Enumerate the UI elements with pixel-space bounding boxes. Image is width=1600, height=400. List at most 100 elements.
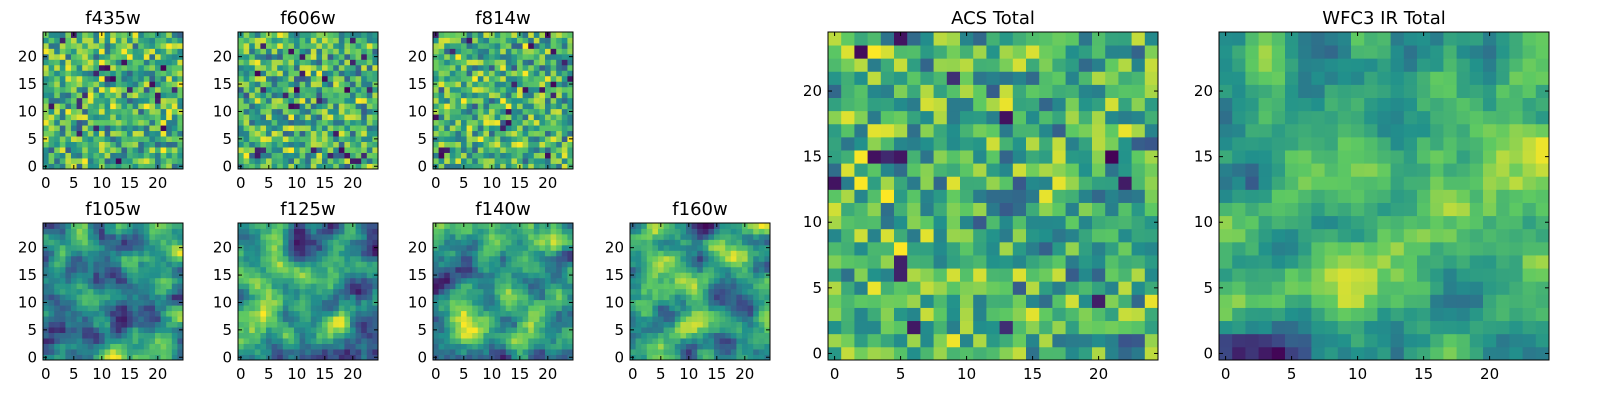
- heatmap-cell: [725, 310, 732, 317]
- heatmap-cell: [730, 277, 737, 284]
- heatmap-cell: [489, 233, 495, 240]
- heatmap-cell: [149, 327, 156, 333]
- heatmap-cell: [630, 338, 636, 344]
- heatmap-cell: [333, 272, 340, 279]
- heatmap-cell: [641, 266, 648, 273]
- heatmap-cell: [338, 305, 345, 312]
- heatmap-cell: [641, 321, 648, 328]
- heatmap-cell: [1118, 176, 1132, 190]
- heatmap-cell: [697, 261, 704, 268]
- heatmap-cell: [87, 53, 94, 60]
- heatmap-cell: [166, 158, 173, 164]
- heatmap-cell: [652, 321, 659, 328]
- heatmap-cell: [266, 42, 272, 49]
- heatmap-cell: [466, 42, 473, 49]
- heatmap-cell: [461, 64, 467, 71]
- heatmap-cell: [99, 81, 105, 88]
- heatmap-cell: [742, 277, 748, 284]
- heatmap-cell: [266, 272, 272, 279]
- heatmap-cell: [366, 152, 373, 159]
- heatmap-cell: [99, 349, 105, 355]
- heatmap-cell: [550, 250, 557, 257]
- heatmap-cell: [652, 239, 659, 246]
- heatmap-cell: [719, 255, 726, 262]
- heatmap-cell: [288, 305, 295, 312]
- heatmap-cell: [697, 310, 704, 317]
- heatmap-cell: [449, 158, 456, 164]
- heatmap-cell: [104, 288, 111, 295]
- heatmap-cell: [59, 266, 66, 273]
- heatmap-cell: [753, 338, 760, 344]
- heatmap-cell: [725, 343, 732, 350]
- heatmap-cell: [444, 349, 451, 355]
- heatmap-cell: [294, 305, 300, 312]
- heatmap-cell: [702, 266, 709, 273]
- heatmap-cell: [361, 321, 368, 328]
- heatmap-cell: [271, 59, 278, 66]
- heatmap-cell: [652, 327, 659, 333]
- heatmap-cell: [71, 92, 77, 99]
- heatmap-cell: [271, 163, 278, 170]
- heatmap-cell: [65, 136, 72, 142]
- heatmap-cell: [115, 42, 122, 49]
- heatmap-cell: [1039, 215, 1053, 230]
- heatmap-cell: [299, 53, 306, 60]
- heatmap-cell: [59, 64, 66, 71]
- heatmap-cell: [249, 239, 256, 246]
- heatmap-cell: [294, 97, 300, 104]
- heatmap-cell: [149, 349, 156, 355]
- heatmap-cell: [702, 310, 709, 317]
- heatmap-cell: [483, 163, 490, 170]
- heatmap-cell: [48, 92, 55, 99]
- heatmap-cell: [483, 64, 490, 71]
- heatmap-cell: [277, 349, 284, 355]
- heatmap-cell: [121, 59, 128, 66]
- heatmap-cell: [372, 233, 379, 240]
- heatmap-cell: [444, 32, 451, 38]
- heatmap-cell: [344, 239, 351, 246]
- heatmap-cell: [494, 53, 501, 60]
- heatmap-cell: [271, 53, 278, 60]
- heatmap-cell: [444, 48, 451, 55]
- heatmap-cell: [658, 343, 664, 350]
- heatmap-cell: [93, 305, 100, 312]
- heatmap-cell: [841, 346, 855, 361]
- heatmap-cell: [166, 321, 173, 328]
- heatmap-cell: [483, 321, 490, 328]
- heatmap-cell: [461, 277, 467, 284]
- heatmap-cell: [305, 59, 312, 66]
- heatmap-cell: [149, 53, 156, 60]
- heatmap-cell: [48, 223, 55, 229]
- heatmap-cell: [149, 152, 156, 159]
- heatmap-cell: [338, 42, 345, 49]
- heatmap-cell: [455, 277, 462, 284]
- heatmap-cell: [438, 59, 445, 66]
- heatmap-cell: [556, 316, 563, 323]
- heatmap-cell: [310, 343, 317, 350]
- heatmap-cell: [65, 244, 72, 251]
- heatmap-cell: [282, 97, 289, 104]
- heatmap-cell: [556, 141, 563, 148]
- heatmap-cell: [238, 64, 244, 71]
- heatmap-cell: [472, 152, 479, 159]
- heatmap-cell: [438, 37, 445, 44]
- heatmap-cell: [494, 272, 501, 279]
- heatmap-cell: [299, 239, 306, 246]
- heatmap-cell: [539, 228, 546, 235]
- heatmap-cell: [494, 299, 501, 306]
- heatmap-cell: [310, 305, 317, 312]
- heatmap-cell: [697, 277, 704, 284]
- heatmap-cell: [316, 228, 323, 235]
- heatmap-cell: [121, 97, 128, 104]
- heatmap-cell: [477, 158, 484, 164]
- heatmap-cell: [652, 244, 659, 251]
- heatmap-cell: [76, 158, 83, 164]
- heatmap-cell: [82, 266, 89, 273]
- heatmap-cell: [254, 92, 261, 99]
- heatmap-cell: [65, 37, 72, 44]
- heatmap-cell: [500, 130, 507, 137]
- heatmap-cell: [438, 228, 445, 235]
- heatmap-cell: [556, 327, 563, 333]
- heatmap-cell: [132, 332, 139, 339]
- heatmap-cell: [691, 233, 698, 240]
